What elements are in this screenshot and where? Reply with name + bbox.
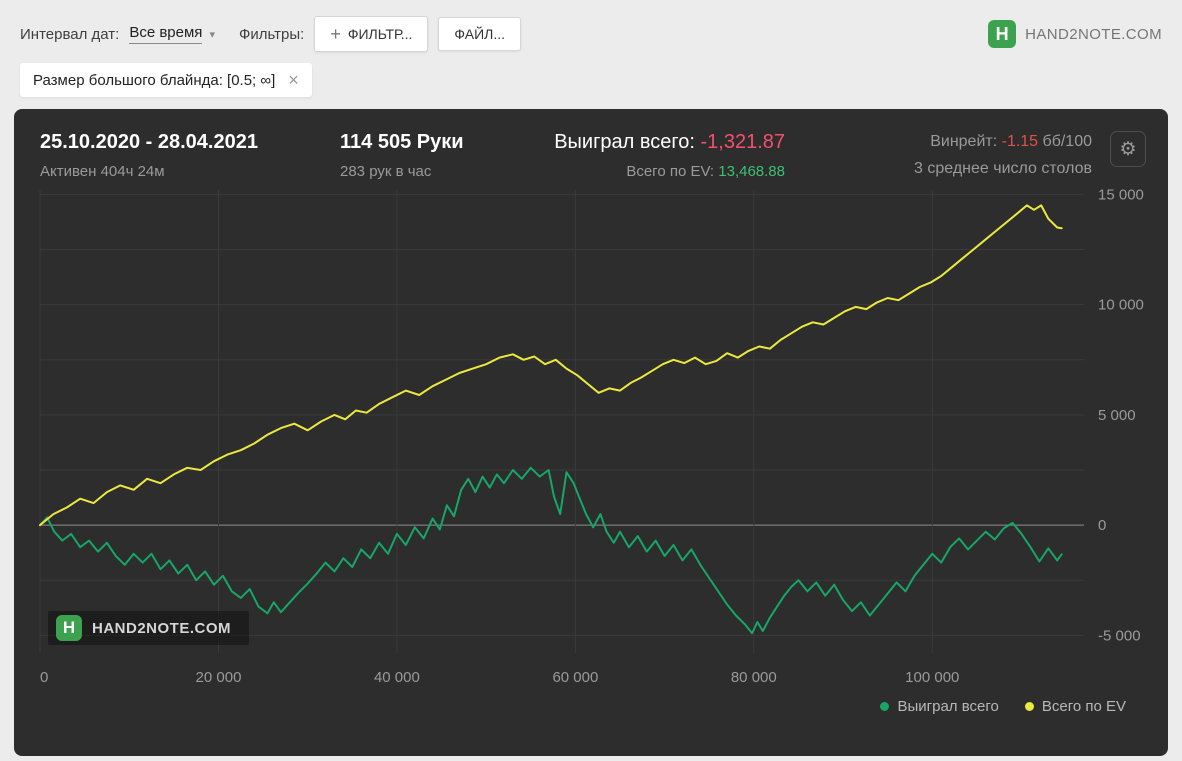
winrate-units: бб/100 — [1042, 133, 1092, 150]
date-range-text: 25.10.2020 - 28.04.2021 — [40, 131, 258, 153]
chart-legend: Выиграл всего Всего по EV — [38, 696, 1144, 715]
file-button-label: ФАЙЛ... — [454, 26, 506, 42]
stat-date-range: 25.10.2020 - 28.04.2021 Активен 404ч 24м — [40, 131, 340, 180]
brand: H HAND2NOTE.COM — [988, 20, 1162, 48]
svg-text:0: 0 — [1098, 517, 1106, 534]
filter-chip-text: Размер большого блайнда: [0.5; ∞] — [33, 71, 276, 89]
settings-button[interactable]: ⚙ — [1110, 131, 1146, 167]
brand-text: HAND2NOTE.COM — [1025, 25, 1162, 43]
date-interval-label: Интервал дат: — [20, 25, 120, 43]
svg-text:20 000: 20 000 — [196, 669, 242, 686]
ev-label: Всего по EV: — [626, 163, 715, 180]
performance-chart-svg[interactable]: 15 000 10 000 5 000 0 -5 000 0 20 000 40 000 60 … — [38, 186, 1144, 691]
stat-winnings: Выиграл всего: -1,321.87 Всего по EV: 13… — [520, 131, 785, 180]
chevron-down-icon: ▾ — [209, 28, 215, 41]
avg-tables-text: 3 среднее число столов — [914, 160, 1092, 177]
gear-icon: ⚙ — [1119, 138, 1137, 160]
watermark-text: HAND2NOTE.COM — [92, 619, 232, 637]
svg-text:0: 0 — [40, 669, 48, 686]
file-button[interactable]: ФАЙЛ... — [438, 17, 522, 51]
won-label: Выиграл всего: — [554, 131, 695, 153]
toolbar: Интервал дат: Все время ▾ Фильтры: + ФИЛ… — [0, 0, 1182, 52]
add-filter-button-label: ФИЛЬТР... — [347, 26, 413, 42]
stat-winrate: Винрейт: -1.15 бб/100 3 среднее число ст… — [914, 131, 1092, 178]
legend-label-won: Выиграл всего — [897, 698, 999, 715]
active-time-text: Активен 404ч 24м — [40, 163, 165, 180]
stat-hands: 114 505 Руки 283 рук в час — [340, 131, 520, 180]
legend-label-ev: Всего по EV — [1041, 698, 1126, 715]
legend-dot-won-icon — [880, 702, 890, 711]
winrate-label: Винрейт: — [930, 133, 998, 150]
legend-dot-ev-icon — [1024, 702, 1034, 711]
filter-chip-row: Размер большого блайнда: [0.5; ∞] × — [0, 52, 1182, 97]
svg-text:10 000: 10 000 — [1098, 297, 1144, 314]
hands-count-text: 114 505 Руки — [340, 131, 464, 153]
date-range-dropdown[interactable]: Все время ▾ — [129, 24, 215, 44]
filter-chip: Размер большого блайнда: [0.5; ∞] × — [20, 63, 312, 97]
hand2note-logo-icon: H — [988, 20, 1017, 48]
chart-watermark: H HAND2NOTE.COM — [48, 611, 250, 645]
ev-total-line: Всего по EV: 13,468.88 — [520, 163, 785, 180]
winrate-line: Винрейт: -1.15 бб/100 — [914, 133, 1092, 151]
date-range-value: Все время — [129, 24, 203, 44]
stats-panel: 25.10.2020 - 28.04.2021 Активен 404ч 24м… — [14, 109, 1168, 756]
svg-text:80 000: 80 000 — [731, 669, 777, 686]
add-filter-button[interactable]: + ФИЛЬТР... — [314, 16, 429, 52]
close-icon[interactable]: × — [288, 70, 299, 90]
svg-text:15 000: 15 000 — [1098, 186, 1144, 203]
plus-icon: + — [330, 24, 341, 44]
legend-item-ev[interactable]: Всего по EV — [1024, 698, 1126, 715]
won-total-line: Выиграл всего: -1,321.87 — [520, 131, 785, 154]
won-value: -1,321.87 — [700, 131, 785, 153]
svg-text:60 000: 60 000 — [552, 669, 598, 686]
ev-value: 13,468.88 — [718, 163, 785, 180]
svg-text:5 000: 5 000 — [1098, 407, 1136, 424]
chart-area: 15 000 10 000 5 000 0 -5 000 0 20 000 40 000 60 … — [14, 180, 1168, 715]
filters-label: Фильтры: — [238, 25, 305, 43]
stats-header: 25.10.2020 - 28.04.2021 Активен 404ч 24м… — [14, 109, 1168, 180]
legend-item-won[interactable]: Выиграл всего — [880, 698, 999, 715]
svg-text:-5 000: -5 000 — [1098, 627, 1141, 644]
hand2note-logo-icon: H — [56, 615, 82, 641]
hands-per-hour-text: 283 рук в час — [340, 163, 432, 180]
svg-text:100 000: 100 000 — [905, 669, 959, 686]
svg-text:40 000: 40 000 — [374, 669, 420, 686]
winrate-value: -1.15 — [1001, 133, 1039, 150]
